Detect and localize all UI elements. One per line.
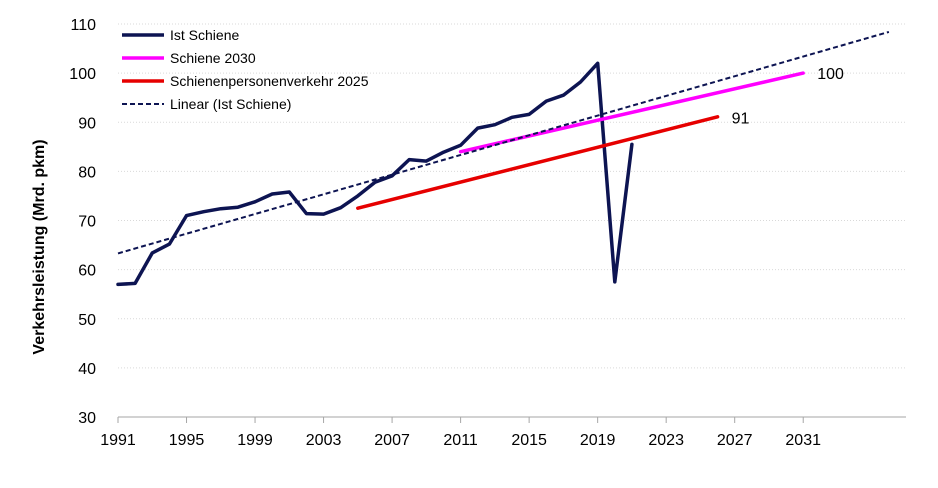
x-tick-label: 2007	[374, 432, 410, 449]
y-tick-label: 90	[78, 115, 96, 132]
y-tick-label: 110	[70, 17, 96, 34]
x-tick-label: 1995	[169, 432, 205, 449]
y-tick-label: 70	[78, 214, 96, 231]
x-tick-label: 2011	[443, 432, 478, 449]
y-tick-label: 60	[78, 263, 96, 280]
series-line-3	[117, 30, 890, 255]
y-tick-label: 40	[78, 361, 96, 378]
y-axis-title: Verkehrsleistung (Mrd. pkm)	[31, 139, 48, 354]
series-line-0	[116, 61, 634, 287]
series-line-1	[458, 71, 805, 154]
y-tick-label: 50	[78, 312, 96, 329]
x-tick-label: 2027	[717, 432, 753, 449]
end-value-label: 91	[732, 110, 750, 127]
y-tick-label: 80	[78, 164, 96, 181]
x-tick-label: 2003	[306, 432, 342, 449]
x-tick-label: 2023	[648, 432, 684, 449]
axes: 30 40 50 60 70 80 90 100 110 1991 1995 1999 2003 2007…	[69, 17, 906, 449]
series-line-2	[356, 115, 720, 210]
end-value-label: 100	[817, 66, 844, 83]
y-tick-label: 100	[69, 66, 96, 83]
x-tick-label: 2015	[511, 432, 547, 449]
y-tick-label: 30	[78, 410, 96, 427]
legend: Ist Schiene Schiene 2030 Schienenpersonenv…	[122, 27, 369, 112]
x-tick-label: 2019	[580, 432, 616, 449]
legend-label: Linear (Ist Schiene)	[170, 96, 291, 112]
legend-label: Schienenpersonenverkehr 2025	[170, 73, 369, 89]
x-tick-label: 2031	[785, 432, 821, 449]
legend-label: Schiene 2030	[170, 50, 256, 66]
legend-label: Ist Schiene	[170, 27, 239, 43]
series-lines	[116, 30, 890, 287]
x-tick-label: 1991	[100, 432, 136, 449]
gridlines	[118, 23, 906, 369]
end-value-labels: 100 91	[732, 66, 844, 127]
x-tick-label: 1999	[237, 432, 273, 449]
